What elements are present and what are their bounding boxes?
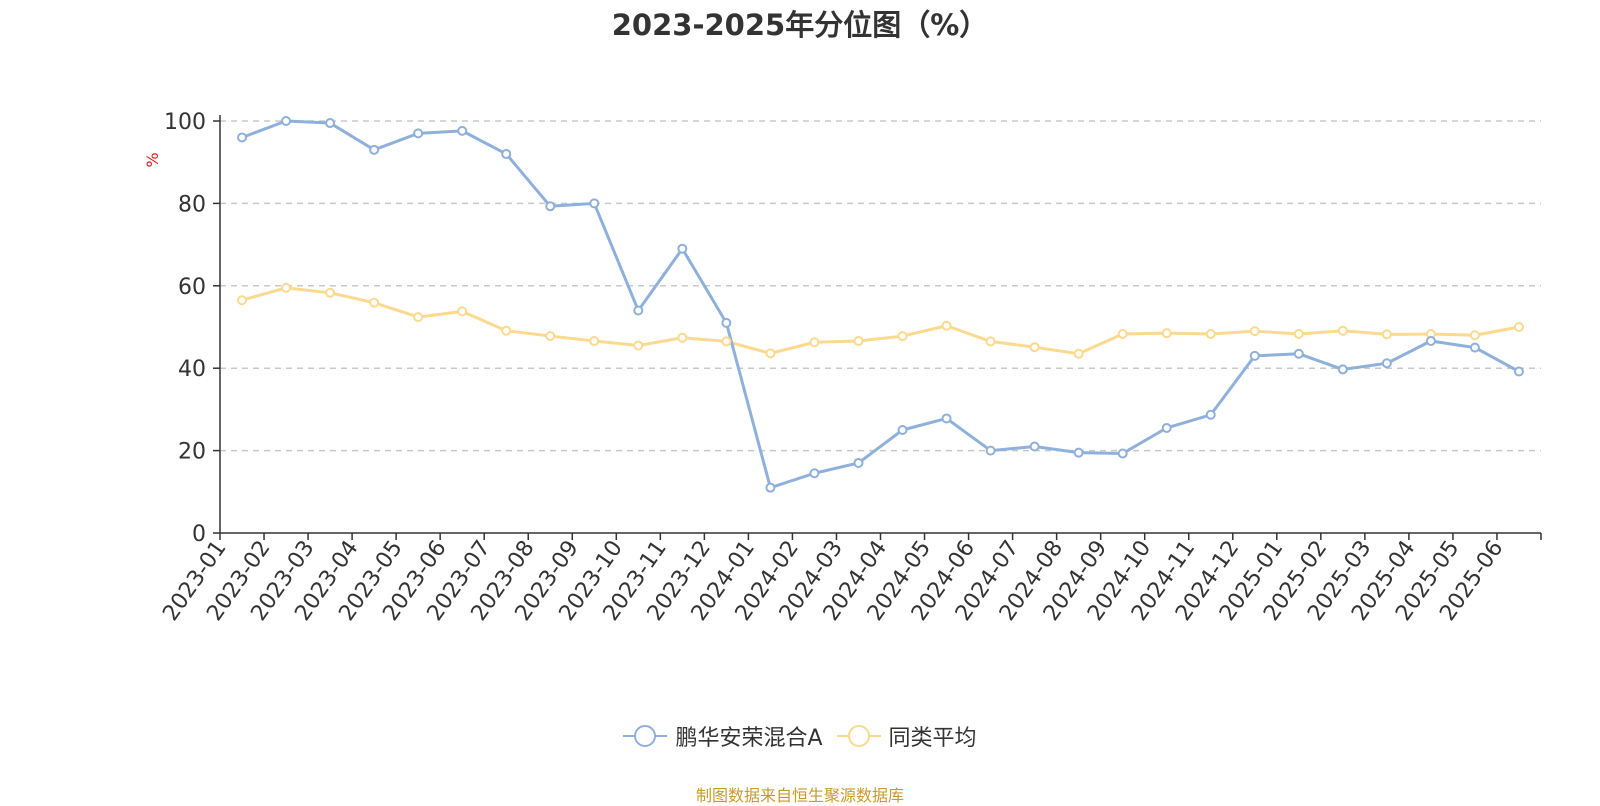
data-point-fund[interactable] (765, 482, 776, 493)
data-point-fund[interactable] (1425, 336, 1436, 347)
data-point-fund[interactable] (457, 125, 468, 136)
data-point-fund[interactable] (1513, 366, 1524, 377)
data-point-fund[interactable] (1205, 409, 1216, 420)
legend-label-peer-average: 同类平均 (888, 726, 977, 751)
source-note: 制图数据来自恒生聚源数据库 (695, 786, 904, 805)
series-line-peer-average (241, 286, 1520, 356)
data-point-peer-average[interactable] (633, 340, 644, 351)
y-tick-label: 100 (164, 110, 206, 135)
data-point-fund[interactable] (369, 144, 380, 155)
data-point-peer-average[interactable] (897, 331, 908, 342)
legend: 鹏华安荣混合A 同类平均 (0, 720, 1600, 752)
data-point-fund[interactable] (1073, 447, 1084, 458)
data-point-peer-average[interactable] (1073, 348, 1084, 359)
data-point-peer-average[interactable] (413, 312, 424, 323)
data-point-fund[interactable] (501, 148, 512, 159)
data-point-peer-average[interactable] (281, 282, 292, 293)
data-point-fund[interactable] (1337, 364, 1348, 375)
data-point-fund[interactable] (1469, 342, 1480, 353)
data-point-peer-average[interactable] (1249, 326, 1260, 337)
data-point-peer-average[interactable] (369, 297, 380, 308)
data-point-fund[interactable] (1161, 422, 1172, 433)
data-point-peer-average[interactable] (501, 325, 512, 336)
legend-swatch-peer-average (836, 725, 881, 747)
series-lines (241, 119, 1520, 490)
grid-lines (220, 120, 1541, 452)
data-point-peer-average[interactable] (721, 336, 732, 347)
data-point-peer-average[interactable] (1381, 329, 1392, 340)
data-point-peer-average[interactable] (237, 295, 248, 306)
data-point-fund[interactable] (1249, 350, 1260, 361)
data-point-fund[interactable] (589, 198, 600, 209)
data-point-peer-average[interactable] (589, 336, 600, 347)
data-point-fund[interactable] (1029, 441, 1040, 452)
data-point-peer-average[interactable] (1161, 328, 1172, 339)
data-point-fund[interactable] (1117, 448, 1128, 459)
data-point-peer-average[interactable] (1029, 342, 1040, 353)
data-point-peer-average[interactable] (809, 337, 820, 348)
data-point-fund[interactable] (281, 116, 292, 126)
data-point-fund[interactable] (985, 445, 996, 456)
data-point-fund[interactable] (413, 128, 424, 139)
legend-item-peer-average[interactable]: 同类平均 (836, 720, 977, 752)
series-line-fund (241, 119, 1520, 490)
data-point-fund[interactable] (237, 132, 248, 143)
data-point-peer-average[interactable] (1337, 325, 1348, 336)
data-point-fund[interactable] (809, 468, 820, 479)
data-point-peer-average[interactable] (765, 348, 776, 359)
y-tick-label: 40 (178, 357, 206, 382)
data-point-fund[interactable] (325, 118, 336, 129)
data-point-peer-average[interactable] (1293, 329, 1304, 340)
data-point-peer-average[interactable] (1117, 329, 1128, 340)
data-point-peer-average[interactable] (677, 332, 688, 343)
y-tick-label: 20 (178, 440, 206, 465)
data-point-fund[interactable] (1381, 358, 1392, 369)
y-tick-label: 60 (178, 275, 206, 300)
data-point-fund[interactable] (545, 201, 556, 212)
y-tick-label: 80 (178, 192, 206, 217)
data-point-peer-average[interactable] (545, 331, 556, 342)
y-tick-label: 0 (192, 522, 206, 547)
data-point-fund[interactable] (941, 413, 952, 424)
legend-label-fund: 鹏华安荣混合A (675, 726, 823, 751)
data-point-fund[interactable] (677, 243, 688, 254)
data-point-peer-average[interactable] (941, 320, 952, 331)
chart-title: 2023-2025年分位图（%） (611, 8, 989, 42)
y-axis-unit-label: % (143, 152, 162, 167)
data-point-fund[interactable] (633, 305, 644, 316)
data-point-fund[interactable] (721, 317, 732, 328)
data-point-peer-average[interactable] (985, 336, 996, 347)
data-point-peer-average[interactable] (325, 287, 336, 298)
data-point-peer-average[interactable] (1205, 329, 1216, 340)
data-point-fund[interactable] (853, 457, 864, 468)
data-point-fund[interactable] (897, 425, 908, 435)
data-point-peer-average[interactable] (1469, 330, 1480, 341)
data-point-fund[interactable] (1293, 348, 1304, 359)
data-point-peer-average[interactable] (457, 306, 468, 317)
data-point-peer-average[interactable] (853, 336, 864, 347)
legend-swatch-fund (623, 725, 668, 747)
legend-item-fund[interactable]: 鹏华安荣混合A (623, 720, 823, 752)
data-points (237, 116, 1524, 493)
data-point-peer-average[interactable] (1513, 322, 1524, 332)
